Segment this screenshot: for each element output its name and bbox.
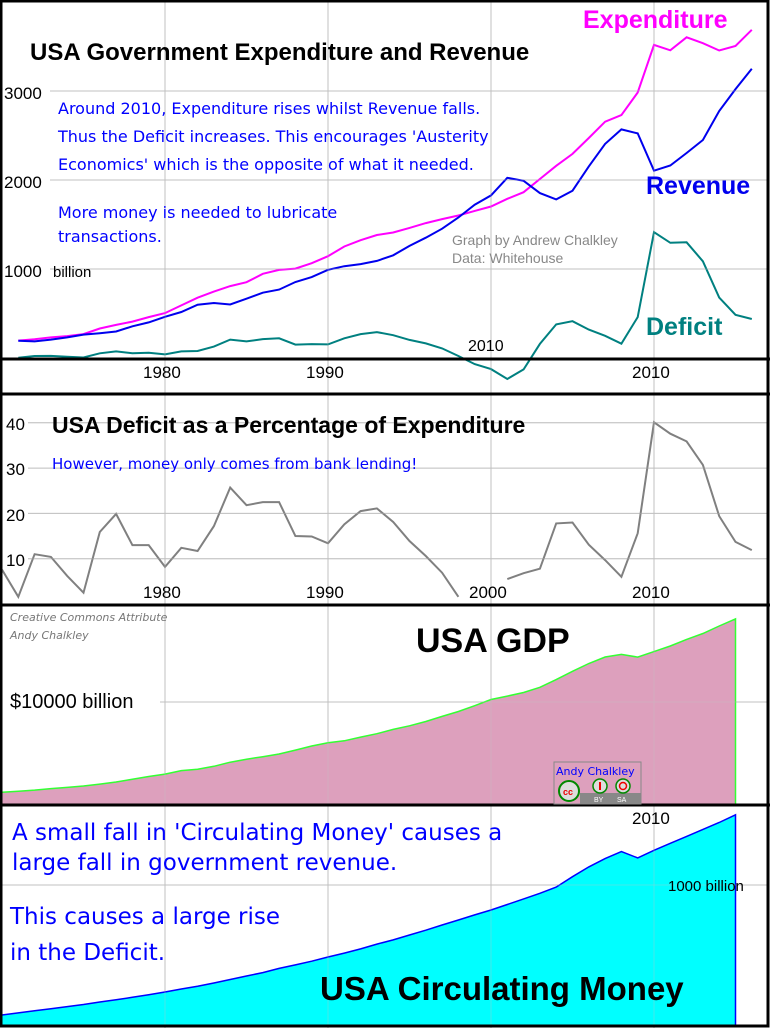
panel1-annotations: Around 2010, Expenditure rises whilst Re… bbox=[57, 99, 489, 246]
legend-revenue: Revenue bbox=[646, 172, 750, 200]
gdp-line bbox=[1, 617, 737, 805]
badge-author: Andy Chalkley bbox=[556, 765, 635, 778]
y-unit-label: billion bbox=[53, 264, 91, 281]
x-tick-label: 2010 bbox=[632, 363, 670, 382]
sa-icon bbox=[615, 778, 631, 794]
panel4-annotations: A small fall in 'Circulating Money' caus… bbox=[9, 820, 502, 966]
annotation-line: A small fall in 'Circulating Money' caus… bbox=[12, 820, 502, 846]
circulating-money-area bbox=[2, 814, 736, 1026]
badge-strip bbox=[580, 793, 641, 804]
annotation-line: large fall in government revenue. bbox=[12, 850, 397, 876]
cc-badge: Andy Chalkley cc BY SA bbox=[553, 761, 642, 805]
y-tick-label: 20 bbox=[6, 506, 25, 525]
x-tick-label: 1980 bbox=[143, 363, 181, 382]
series-line-deficit-percentage bbox=[1, 420, 753, 600]
x-tick-label: 1980 bbox=[143, 583, 181, 602]
x-tick-label: 2010 bbox=[632, 809, 670, 828]
legend-expenditure: Expenditure bbox=[583, 6, 728, 34]
data-credit: Data: Whitehouse bbox=[452, 250, 563, 266]
by-icon bbox=[592, 778, 608, 794]
series-line-revenue bbox=[18, 68, 753, 343]
cc-credit-line: Creative Commons Attribute bbox=[10, 611, 168, 624]
y-tick-label: $10000 billion bbox=[10, 691, 133, 713]
y-tick-label: 3000 bbox=[4, 84, 42, 103]
cc-icon: cc bbox=[558, 780, 580, 802]
series-line-expenditure bbox=[18, 29, 753, 342]
annotation-line: Thus the Deficit increases. This encoura… bbox=[57, 127, 489, 146]
x-tick-label: 2000 bbox=[469, 583, 507, 602]
annotation-line: Around 2010, Expenditure rises whilst Re… bbox=[58, 99, 480, 118]
x-tick-label: 1990 bbox=[306, 363, 344, 382]
chart-marks bbox=[1, 29, 753, 1026]
annotation-line: This causes a large rise bbox=[9, 904, 280, 930]
annotation-line: transactions. bbox=[58, 227, 162, 246]
y-tick-label: 1000 bbox=[4, 262, 42, 281]
annotation-line: More money is needed to lubricate bbox=[58, 203, 337, 222]
gdp-area bbox=[2, 618, 736, 805]
y-tick-label: 1000 billion bbox=[668, 878, 744, 895]
x-tick-label: 1990 bbox=[306, 583, 344, 602]
annotation-line: Economics' which is the opposite of what… bbox=[58, 155, 474, 174]
panel2-title: USA Deficit as a Percentage of Expenditu… bbox=[52, 412, 525, 438]
panel4-title: USA Circulating Money bbox=[320, 970, 684, 1007]
svg-text:cc: cc bbox=[563, 787, 573, 797]
graph-credit: Graph by Andrew Chalkley bbox=[452, 232, 618, 248]
y-tick-label: 30 bbox=[6, 460, 25, 479]
panel1-title: USA Government Expenditure and Revenue bbox=[30, 39, 529, 66]
series-line-deficit bbox=[18, 230, 753, 381]
badge-by-label: BY bbox=[594, 797, 604, 804]
y-tick-label: 2000 bbox=[4, 173, 42, 192]
annotation-line: in the Deficit. bbox=[10, 940, 165, 966]
panel2-annotation: However, money only comes from bank lend… bbox=[52, 455, 417, 473]
y-tick-label: 40 bbox=[6, 415, 25, 434]
panel3-title: USA GDP bbox=[416, 622, 570, 660]
stray-year-label: 2010 bbox=[468, 338, 504, 355]
circulating-money-line bbox=[1, 813, 737, 1026]
legend-deficit: Deficit bbox=[646, 313, 723, 341]
cc-credit-author: Andy Chalkley bbox=[9, 629, 89, 642]
badge-sa-label: SA bbox=[617, 797, 627, 804]
y-tick-label: 10 bbox=[6, 551, 25, 570]
x-tick-label: 2010 bbox=[632, 583, 670, 602]
